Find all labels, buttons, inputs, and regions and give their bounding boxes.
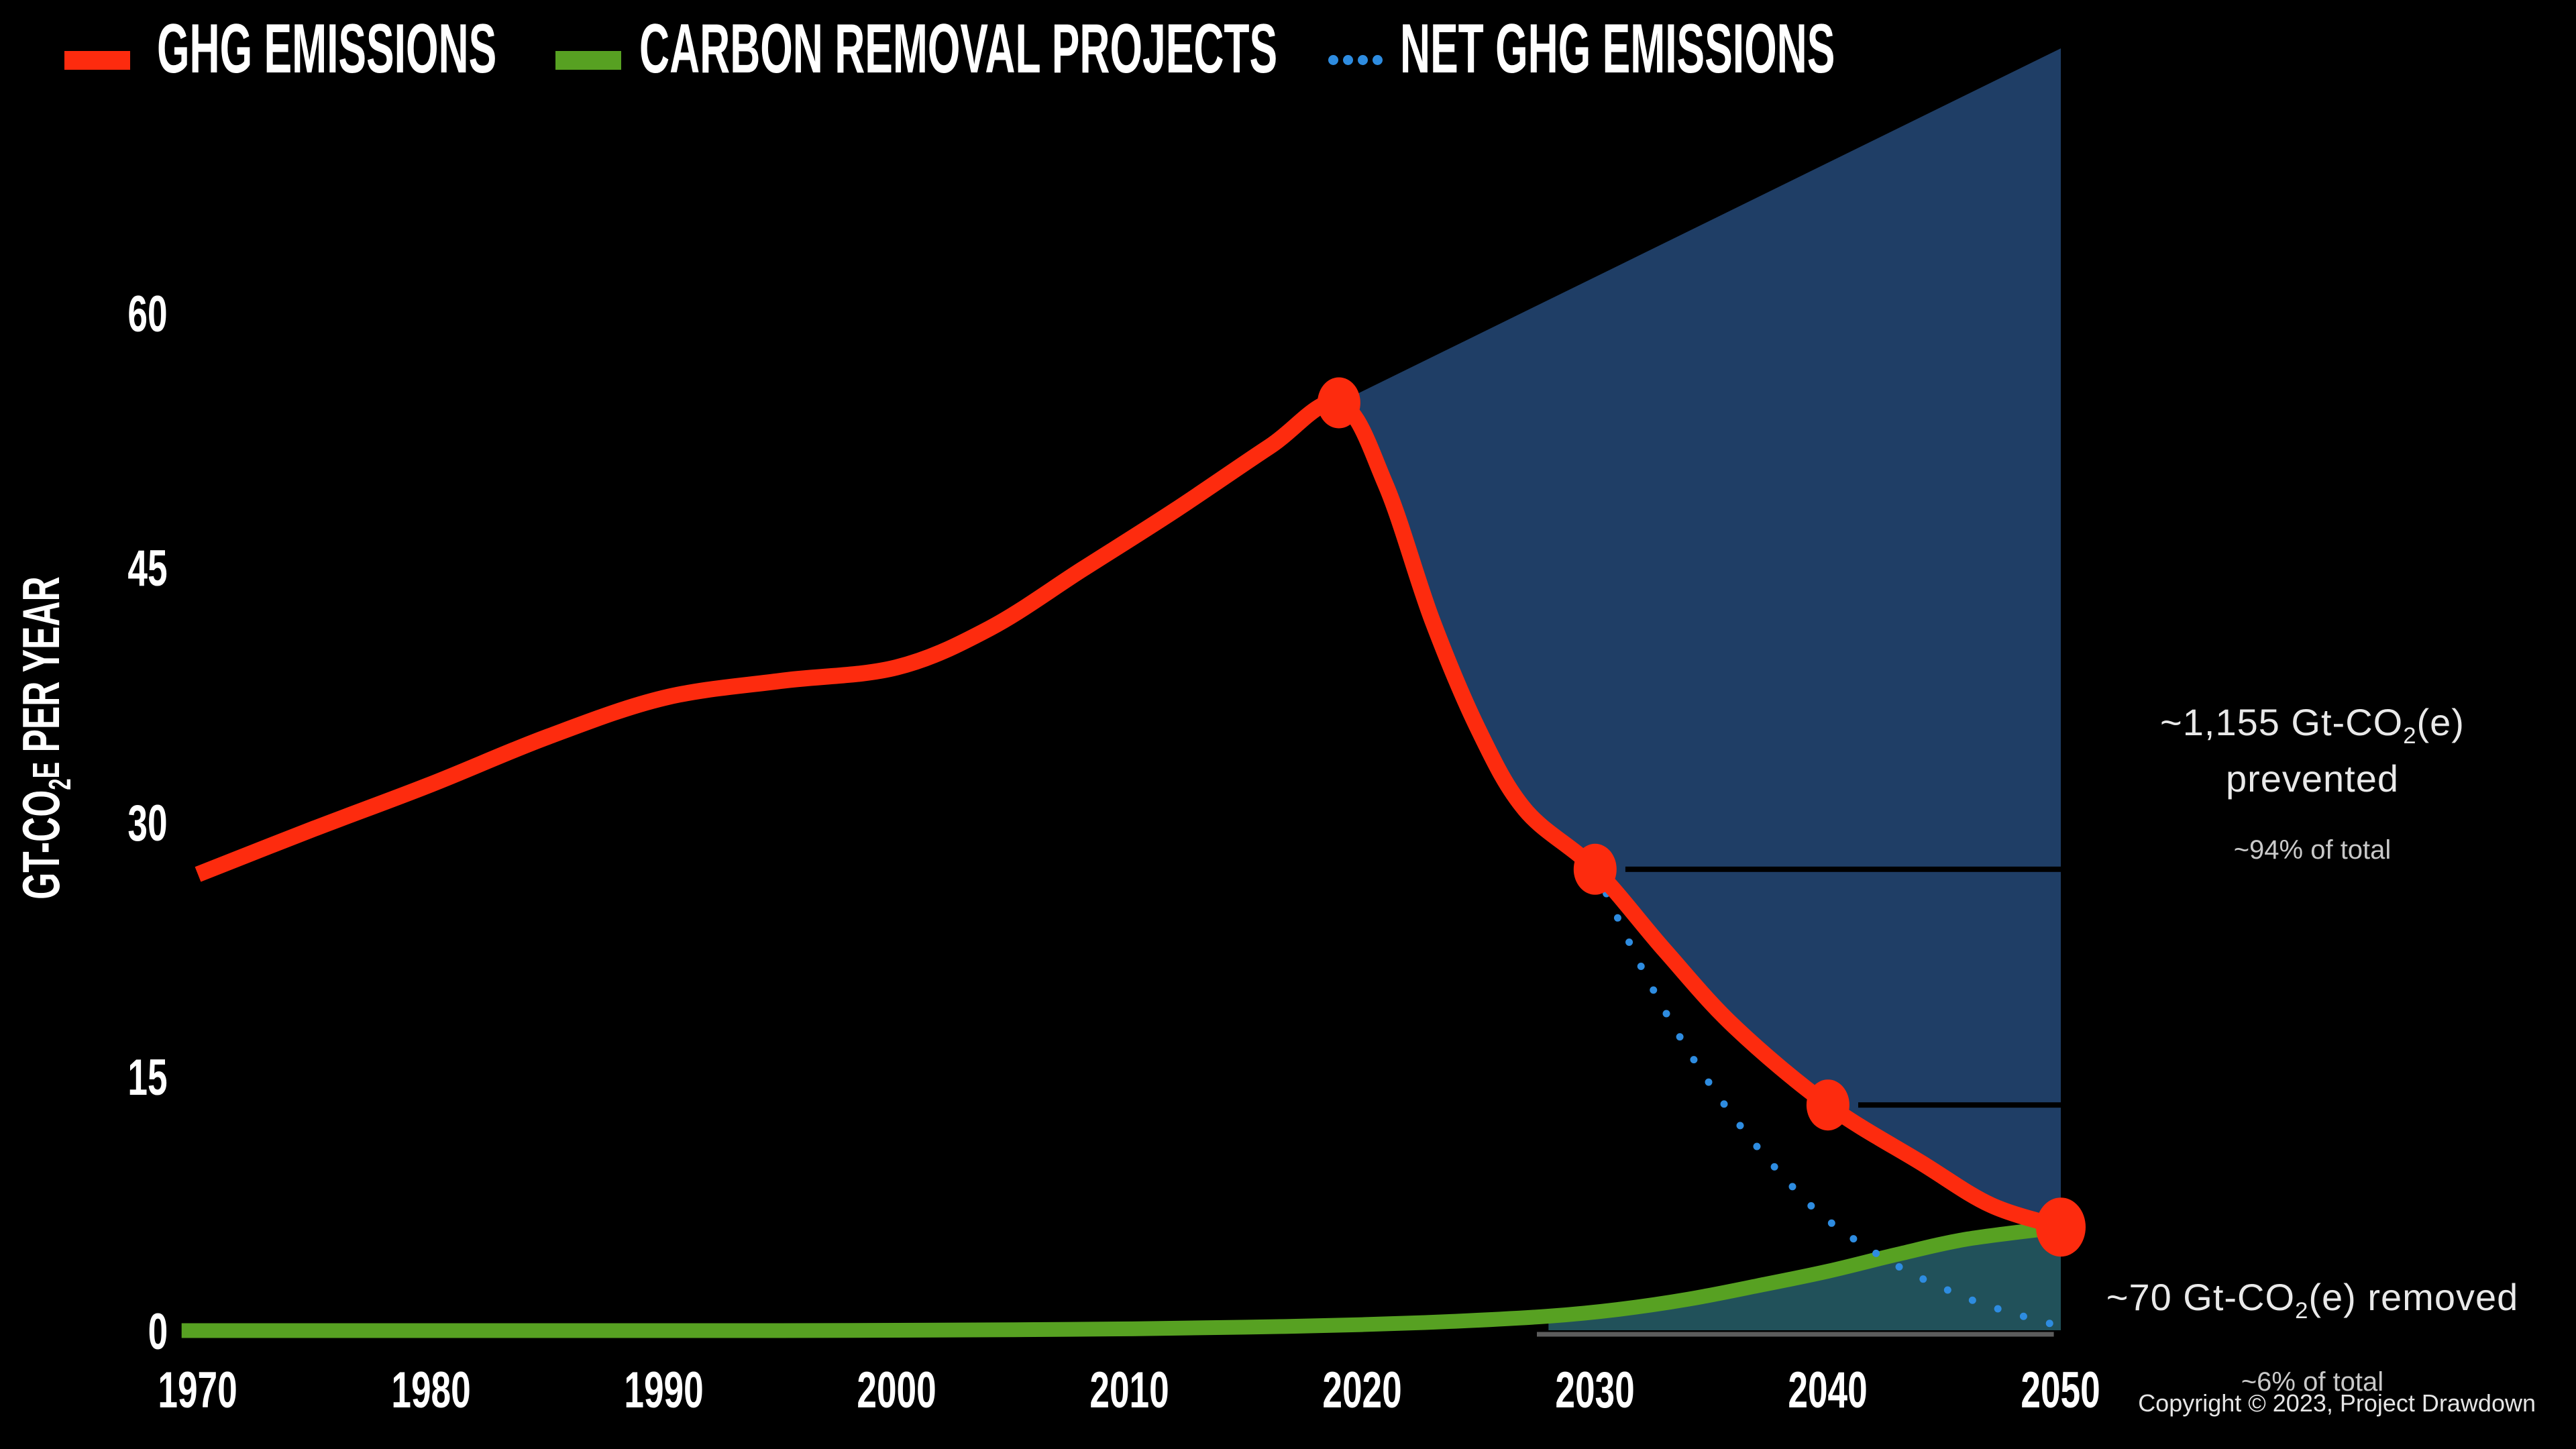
y-tick-0: 0 bbox=[0, 1307, 168, 1358]
x-tick-2030: 2030 bbox=[1528, 1365, 1662, 1416]
y-tick-15: 15 bbox=[0, 1049, 168, 1106]
data-point-marker-2030 bbox=[1573, 843, 1617, 895]
x-axis-baseline bbox=[1537, 1332, 2054, 1337]
x-tick-2040: 2040 bbox=[1761, 1365, 1895, 1416]
y-axis-title-text: GT-CO2E PER YEAR bbox=[11, 576, 77, 900]
x-tick-label: 2000 bbox=[857, 1362, 936, 1419]
legend-label-text: GHG EMISSIONS bbox=[157, 10, 497, 88]
y-tick-label: 0 bbox=[148, 1303, 168, 1360]
y-tick-60: 60 bbox=[0, 289, 168, 340]
x-tick-label: 2010 bbox=[1089, 1362, 1169, 1419]
y-tick-label: 30 bbox=[127, 794, 168, 852]
y-tick-label: 15 bbox=[127, 1049, 168, 1106]
y-tick-label: 45 bbox=[127, 540, 168, 598]
reference-line-2030 bbox=[1625, 866, 2061, 872]
removed-percent: ~6% of total bbox=[2241, 1367, 2384, 1397]
y-tick-30: 30 bbox=[0, 798, 168, 849]
legend-item-net-ghg-emissions: NET GHG EMISSIONS bbox=[1400, 14, 2125, 84]
x-tick-label: 2030 bbox=[1555, 1362, 1635, 1419]
legend-label-text: NET GHG EMISSIONS bbox=[1400, 10, 1835, 88]
prevented-emissions-area bbox=[1338, 48, 2061, 1228]
prevented-percent: ~94% of total bbox=[2233, 835, 2392, 865]
reference-line-2040 bbox=[1858, 1102, 2061, 1108]
carbon-removal-line-swatch-icon bbox=[555, 51, 621, 70]
x-tick-2000: 2000 bbox=[829, 1365, 963, 1416]
copyright-notice: Copyright © 2023, Project Drawdown bbox=[2138, 1389, 2536, 1417]
dot bbox=[1358, 55, 1368, 65]
legend-item-carbon-removal: CARBON REMOVAL PROJECTS bbox=[639, 14, 1703, 84]
ghg-emissions-line-swatch-icon bbox=[64, 51, 130, 70]
x-tick-2010: 2010 bbox=[1063, 1365, 1197, 1416]
net-emissions-dotted-swatch-icon bbox=[1328, 55, 1383, 65]
x-tick-1980: 1980 bbox=[364, 1365, 498, 1416]
x-tick-1990: 1990 bbox=[596, 1365, 731, 1416]
x-tick-label: 2050 bbox=[2021, 1362, 2101, 1419]
legend-label-text: CARBON REMOVAL PROJECTS bbox=[639, 10, 1278, 88]
x-tick-1970: 1970 bbox=[131, 1365, 265, 1416]
x-tick-2050: 2050 bbox=[1994, 1365, 2128, 1416]
dot bbox=[1373, 55, 1383, 65]
y-tick-45: 45 bbox=[0, 543, 168, 594]
x-tick-label: 2020 bbox=[1322, 1362, 1402, 1419]
removed-annotation: ~70 Gt-CO2(e) removed ~6% of total bbox=[2080, 1276, 2545, 1397]
x-tick-label: 1990 bbox=[624, 1362, 704, 1419]
prevented-amount: ~1,155 Gt-CO2(e) prevented bbox=[2160, 701, 2465, 800]
x-tick-label: 1980 bbox=[390, 1362, 471, 1419]
data-point-marker-2050 bbox=[2036, 1197, 2086, 1257]
data-point-marker-2040 bbox=[1806, 1079, 1849, 1131]
carbon-removal-line bbox=[181, 1220, 2062, 1338]
x-tick-2020: 2020 bbox=[1295, 1365, 1430, 1416]
legend-item-ghg-emissions: GHG EMISSIONS bbox=[157, 14, 723, 84]
prevented-annotation: ~1,155 Gt-CO2(e) prevented ~94% of total bbox=[2080, 701, 2545, 865]
removed-amount: ~70 Gt-CO2(e) removed bbox=[2106, 1276, 2519, 1324]
dot bbox=[1328, 55, 1338, 65]
data-point-marker-2019 bbox=[1317, 377, 1360, 429]
y-tick-label: 60 bbox=[127, 286, 168, 343]
x-tick-label: 2040 bbox=[1788, 1362, 1868, 1419]
dot bbox=[1343, 55, 1353, 65]
x-tick-label: 1970 bbox=[158, 1362, 238, 1419]
